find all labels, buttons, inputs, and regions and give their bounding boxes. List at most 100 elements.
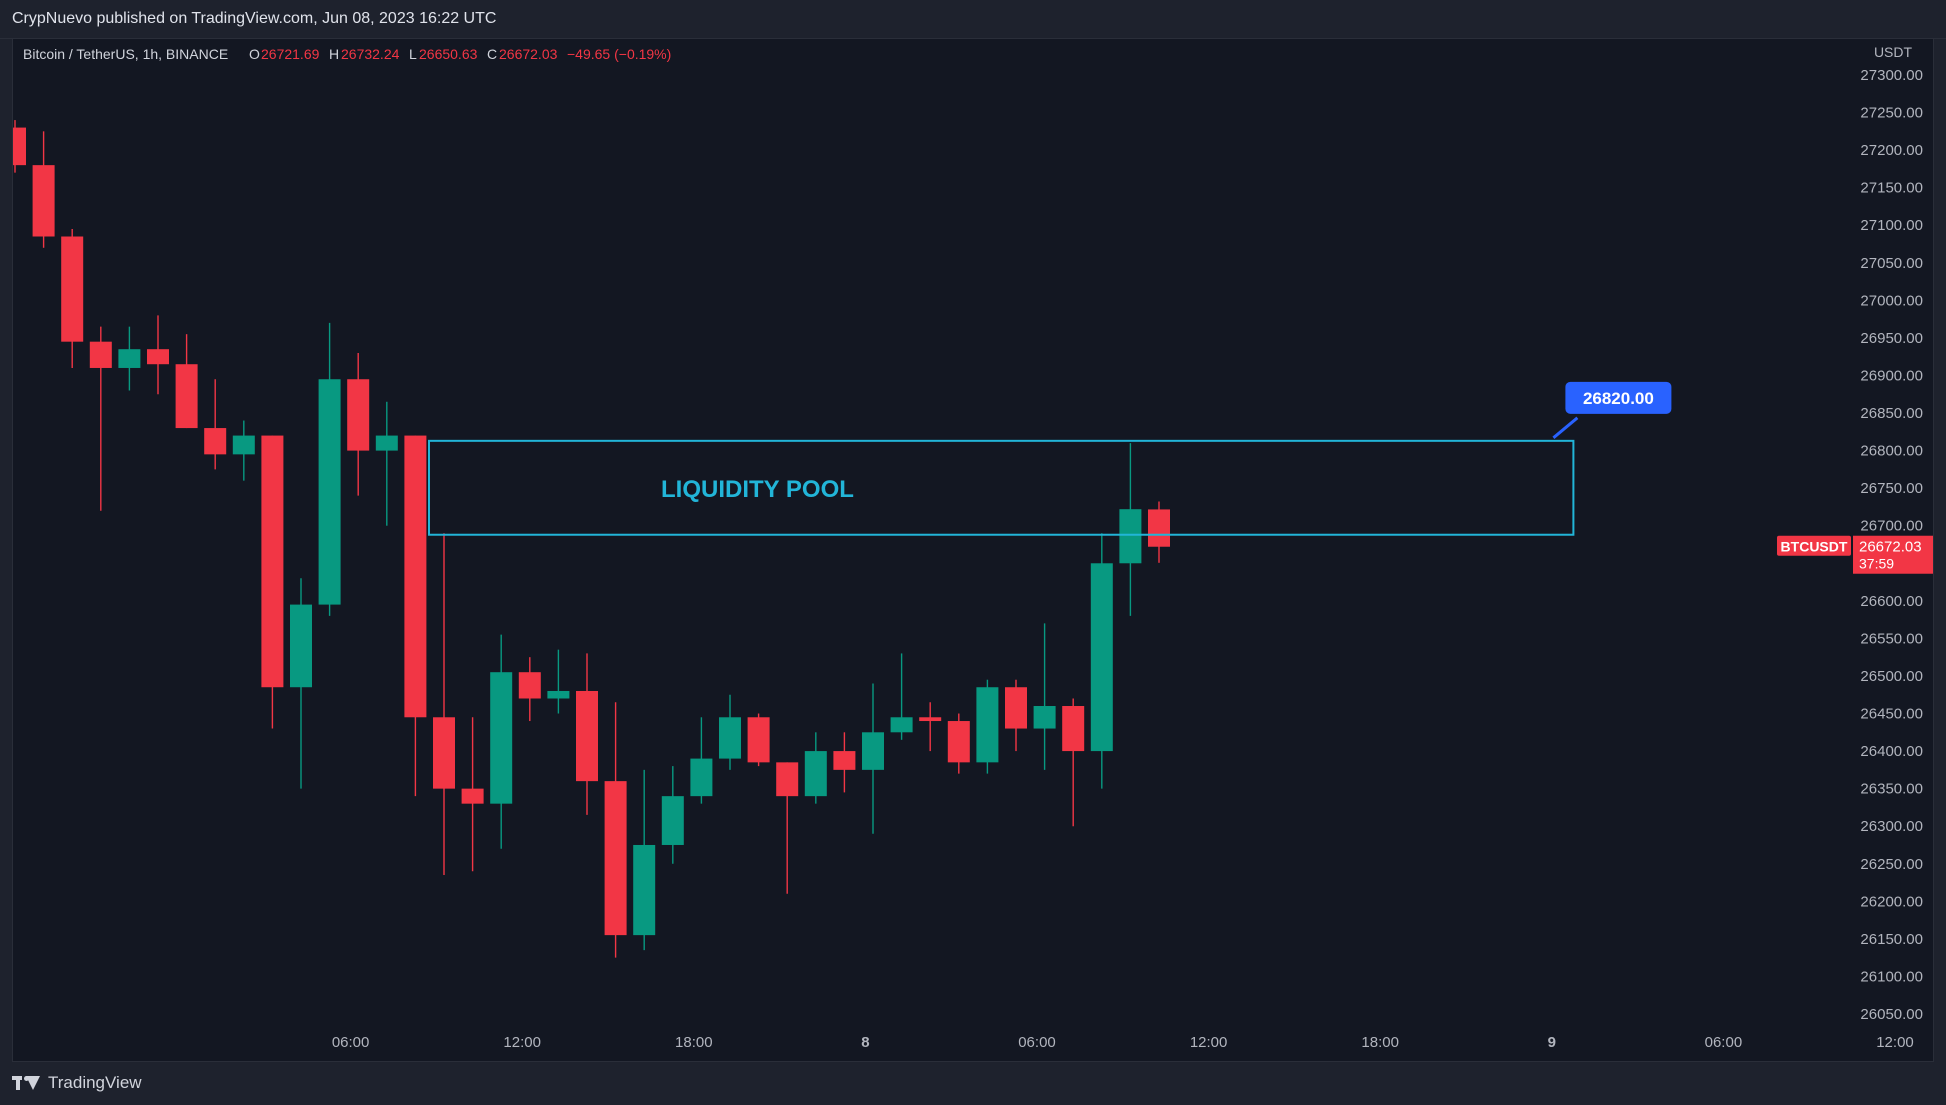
candle-body: [547, 690, 570, 699]
candle-body: [290, 604, 312, 688]
candle: [13, 120, 26, 173]
tradingview-brand-text: TradingView: [48, 1073, 142, 1092]
legend-close-label: C: [487, 46, 497, 62]
candle-body: [690, 758, 713, 797]
candle: [61, 228, 84, 368]
candle: [1119, 443, 1142, 616]
candle: [633, 769, 656, 951]
candle-body: [833, 751, 856, 770]
candle-body: [1033, 706, 1056, 729]
publisher-text: CrypNuevo published on TradingView.com, …: [12, 10, 497, 27]
price-tick-label: 26950.00: [1860, 330, 1923, 347]
candle: [862, 683, 884, 834]
candle: [833, 732, 856, 793]
candle: [690, 717, 713, 804]
candle: [347, 352, 370, 496]
candle: [776, 762, 799, 894]
candle-body: [518, 672, 541, 699]
publisher-bar: CrypNuevo published on TradingView.com, …: [0, 0, 1946, 39]
candle-body: [347, 379, 370, 451]
candle-body: [804, 751, 827, 797]
legend-open-value: 26721.69: [261, 46, 320, 62]
candle-body: [118, 349, 141, 368]
price-tick-label: 27200.00: [1860, 142, 1923, 159]
callout-box[interactable]: [1565, 381, 1672, 414]
candle-body: [490, 672, 513, 804]
candle-body: [604, 781, 627, 936]
candle: [518, 657, 541, 722]
time-tick-label: 8: [861, 1034, 869, 1051]
candle-body: [375, 435, 398, 451]
price-tick-label: 26400.00: [1860, 743, 1923, 760]
time-tick-label: 18:00: [1361, 1034, 1399, 1051]
liquidity-zone-layer: LIQUIDITY POOL 26820.00: [428, 381, 1672, 536]
candle: [1062, 698, 1085, 827]
candle: [747, 713, 770, 767]
candle: [1005, 679, 1027, 752]
price-tick-label: 26600.00: [1860, 593, 1923, 610]
time-tick-label: 06:00: [1705, 1034, 1743, 1051]
candle: [576, 653, 598, 815]
candle-body: [61, 236, 84, 342]
time-tick-label: 06:00: [332, 1034, 370, 1051]
candle: [204, 379, 227, 470]
price-tick-label: 26500.00: [1860, 668, 1923, 685]
price-tick-label: 27100.00: [1860, 217, 1923, 234]
price-tick-label: 27300.00: [1860, 67, 1923, 84]
candle: [461, 717, 484, 872]
price-axis[interactable]: 27300.00 27250.00 27200.00 27150.00 27100.00…: [1860, 67, 1923, 1023]
time-axis[interactable]: 06:00 12:00 18:00 8 06:00 12:00 18:00 9 06:00 12:…: [332, 1034, 1914, 1051]
price-tick-label: 26700.00: [1860, 518, 1923, 535]
candle: [490, 634, 513, 849]
footer-bar: [0, 1062, 1946, 1105]
price-tick-label: 27050.00: [1860, 255, 1923, 272]
candle: [290, 578, 312, 789]
last-price-symbol: BTCUSDT: [1781, 539, 1848, 555]
candle-body: [890, 717, 913, 733]
candle: [547, 649, 570, 714]
candle-body: [661, 796, 684, 845]
price-tick-label: 26050.00: [1860, 1006, 1923, 1023]
time-tick-label: 9: [1548, 1034, 1556, 1051]
liquidity-zone-label: LIQUIDITY POOL: [661, 476, 854, 503]
candle-body: [1005, 687, 1027, 729]
legend-symbol: Bitcoin / TetherUS, 1h, BINANCE: [23, 46, 228, 62]
candle: [947, 713, 970, 774]
candle: [719, 694, 741, 770]
time-tick-label: 18:00: [675, 1034, 713, 1051]
time-tick-label: 12:00: [503, 1034, 541, 1051]
candle: [890, 653, 913, 740]
candle-body: [204, 428, 227, 455]
candle-body: [1148, 509, 1170, 547]
tradingview-brand[interactable]: TradingView: [12, 1073, 142, 1093]
price-tick-label: 26300.00: [1860, 818, 1923, 835]
legend-open-label: O: [249, 46, 260, 62]
candle-body: [633, 844, 656, 936]
candle: [976, 679, 999, 774]
last-price-symbol-tag: [1777, 535, 1851, 556]
price-tick-label: 27150.00: [1860, 180, 1923, 197]
price-tick-label: 26900.00: [1860, 367, 1923, 384]
last-price-tag: [1853, 535, 1933, 574]
liquidity-zone-box[interactable]: [428, 439, 1575, 536]
candle-body: [261, 435, 284, 688]
price-tick-label: 26100.00: [1860, 968, 1923, 985]
candle: [32, 131, 55, 248]
candle-body: [404, 435, 427, 718]
candle-body: [433, 717, 455, 789]
time-tick-label: 12:00: [1190, 1034, 1228, 1051]
price-tick-label: 26750.00: [1860, 480, 1923, 497]
legend-low-value: 26650.63: [419, 46, 478, 62]
legend-close-value: 26672.03: [499, 46, 558, 62]
candles-layer: [13, 120, 1170, 958]
time-tick-label: 12:00: [1876, 1034, 1914, 1051]
price-tick-label: 26150.00: [1860, 931, 1923, 948]
candle: [604, 702, 627, 958]
tradingview-logo-icon: [12, 1074, 40, 1092]
chart-panel[interactable]: LIQUIDITY POOL 26820.00 27300.00 27250.00 2…: [12, 38, 1934, 1062]
candle: [375, 401, 398, 526]
price-tick-label: 27000.00: [1860, 292, 1923, 309]
time-tick-label: 06:00: [1018, 1034, 1056, 1051]
